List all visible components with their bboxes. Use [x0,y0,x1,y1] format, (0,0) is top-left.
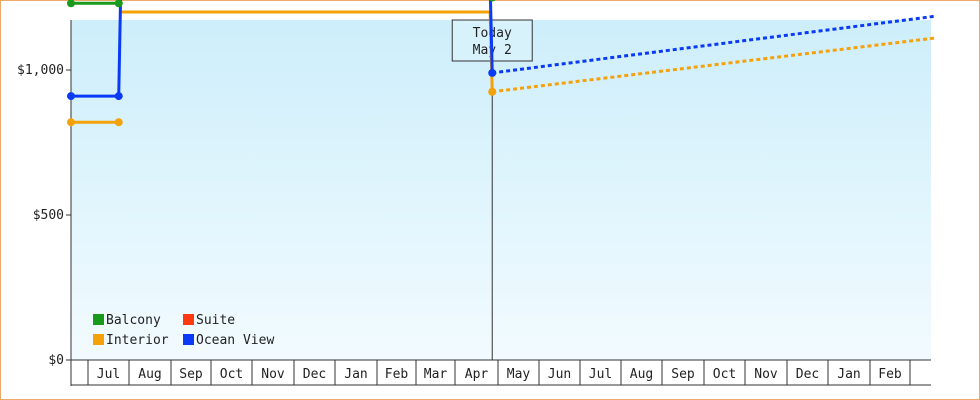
legend-label-ocean-view: Ocean View [196,333,274,348]
series-point-interior [114,118,123,127]
legend-label-balcony: Balcony [106,313,161,328]
legend-swatch-interior [93,334,104,345]
series-line-ocean-view [71,0,494,98]
x-month-label: Oct [220,367,243,382]
series-point-balcony [67,0,75,8]
series-point-balcony [489,0,496,2]
series-point-ocean-view [67,92,75,101]
x-month-label: Mar [424,367,448,382]
plot-area [71,20,931,360]
x-month-label: Apr [465,367,489,382]
x-month-label: Feb [878,367,902,382]
y-tick-label: $500 [33,208,64,223]
legend-label-interior: Interior [106,333,169,348]
series-point-interior [488,87,497,96]
x-month-label: Sep [179,367,203,382]
x-month-label: Nov [261,367,285,382]
x-month-label: Jan [837,367,860,382]
x-month-label: Jul [589,367,612,382]
legend-label-suite: Suite [196,313,235,328]
x-month-label: Jul [97,367,120,382]
x-month-label: Aug [138,367,161,382]
legend-swatch-balcony [93,314,104,325]
x-month-label: Aug [630,367,653,382]
series-forecast-ocean-view [492,14,935,75]
y-tick-label: $0 [48,353,64,368]
series-point-interior [67,118,75,127]
x-month-label: Dec [796,367,819,382]
legend-swatch-ocean-view [183,334,194,345]
x-month-label: Nov [754,367,778,382]
x-month-label: Jan [344,367,367,382]
x-month-label: Sep [671,367,695,382]
x-month-label: May [507,367,531,382]
y-tick-label: $1,000 [17,63,64,78]
legend-swatch-suite [183,314,194,325]
series-point-balcony [114,0,123,8]
series-point-ocean-view [488,68,497,77]
x-month-label: Jun [548,367,571,382]
x-month-label: Feb [385,367,409,382]
series-line-balcony [71,0,121,5]
x-month-label: Dec [303,367,326,382]
x-month-label: Oct [713,367,736,382]
series-forecast-interior [492,36,935,94]
series-point-ocean-view [114,92,123,101]
